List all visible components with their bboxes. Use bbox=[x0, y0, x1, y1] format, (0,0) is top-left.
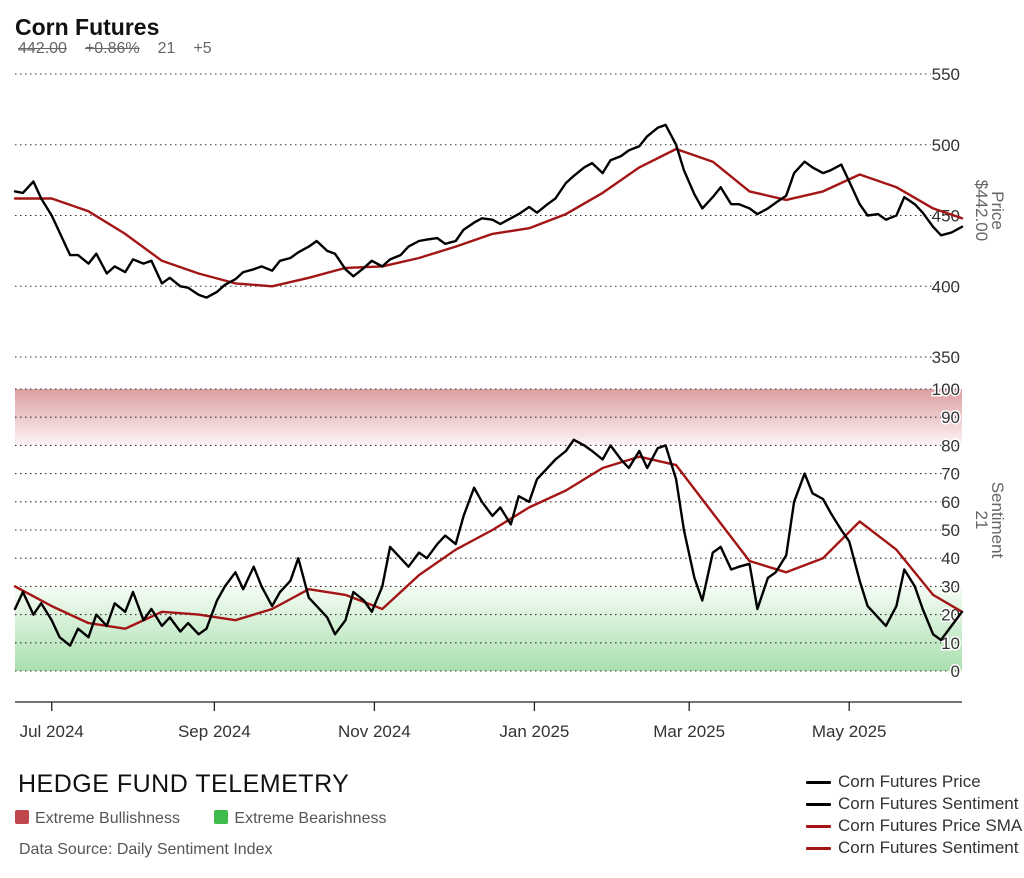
sentiment-tick-label: 70 bbox=[941, 465, 960, 484]
legend-line-sentiment-sma bbox=[806, 847, 831, 851]
zone-bull-swatch bbox=[15, 810, 29, 824]
zone-bear-label: Extreme Bearishness bbox=[234, 810, 387, 827]
legend-item[interactable]: Corn Futures Sentiment SMA bbox=[806, 838, 1024, 860]
sentiment-change: +5 bbox=[193, 40, 212, 57]
price-tick-label: 550 bbox=[932, 65, 960, 84]
x-tick-label: Mar 2025 bbox=[653, 722, 725, 741]
price-axis-value: $442.00 bbox=[972, 180, 991, 241]
price-sma-line bbox=[13, 147, 964, 288]
sentiment-tick-label: 60 bbox=[941, 493, 960, 512]
price-axis-title: Price bbox=[988, 191, 1007, 230]
sentiment-tick-label: 100 bbox=[932, 380, 960, 399]
sentiment-tick-label: 10 bbox=[941, 634, 960, 653]
page-title: Corn Futures bbox=[15, 14, 160, 40]
brand-name: HEDGE FUND TELEMETRY bbox=[18, 770, 350, 798]
x-tick-label: Jan 2025 bbox=[499, 722, 569, 741]
sentiment-tick-label: 90 bbox=[941, 408, 960, 427]
legend-item[interactable]: Corn Futures Sentiment bbox=[806, 794, 1024, 816]
legend-line-price bbox=[806, 781, 831, 785]
price-line bbox=[13, 123, 964, 299]
price-change: +0.86% bbox=[84, 40, 140, 57]
x-tick-label: Sep 2024 bbox=[178, 722, 251, 741]
bull-zone-band bbox=[15, 389, 962, 446]
sentiment-line bbox=[13, 438, 964, 647]
data-source: Data Source: Daily Sentiment Index bbox=[19, 841, 273, 858]
sentiment-axis-title: Sentiment bbox=[988, 482, 1007, 559]
legend-label: Corn Futures Sentiment bbox=[838, 794, 1019, 813]
sentiment-tick-label: 0 bbox=[951, 662, 960, 681]
sentiment-sma-line bbox=[13, 455, 964, 630]
sentiment-tick-label: 80 bbox=[941, 436, 960, 455]
sentiment-value: 21 bbox=[157, 40, 176, 57]
x-tick-label: Nov 2024 bbox=[338, 722, 411, 741]
legend-line-price-sma bbox=[806, 825, 831, 829]
sentiment-tick-label: 30 bbox=[941, 577, 960, 596]
x-tick-label: Jul 2024 bbox=[20, 722, 84, 741]
sentiment-axis-value: 21 bbox=[972, 511, 991, 530]
zone-bear-swatch bbox=[214, 810, 229, 824]
legend-label: Corn Futures Price bbox=[838, 772, 981, 791]
header-stats: 442.00 +0.86% 21 +5 bbox=[18, 40, 230, 58]
price-tick-label: 350 bbox=[932, 348, 960, 367]
legend-line-sentiment bbox=[806, 803, 831, 807]
x-tick-label: May 2025 bbox=[812, 722, 887, 741]
price-tick-label: 400 bbox=[932, 277, 960, 296]
sentiment-tick-label: 50 bbox=[941, 521, 960, 540]
sentiment-tick-label: 40 bbox=[941, 549, 960, 568]
legend-item[interactable]: Corn Futures Price bbox=[806, 772, 1024, 794]
legend-item[interactable]: Corn Futures Price SMA bbox=[806, 816, 1024, 838]
zone-bear-item: Extreme Bearishness bbox=[214, 810, 386, 827]
legend-label: Corn Futures Sentiment SMA bbox=[838, 838, 1024, 857]
last-price: 442.00 bbox=[18, 40, 67, 57]
bear-zone-band bbox=[15, 586, 962, 671]
zone-legend: Extreme Bullishness Extreme Bearishness bbox=[15, 810, 416, 828]
zone-bull-label: Extreme Bullishness bbox=[35, 810, 180, 827]
series-legend: Corn Futures Price Corn Futures Sentimen… bbox=[806, 772, 1024, 860]
legend-label: Corn Futures Price SMA bbox=[838, 816, 1023, 835]
zone-bull-item: Extreme Bullishness bbox=[15, 810, 180, 827]
price-tick-label: 500 bbox=[932, 136, 960, 155]
